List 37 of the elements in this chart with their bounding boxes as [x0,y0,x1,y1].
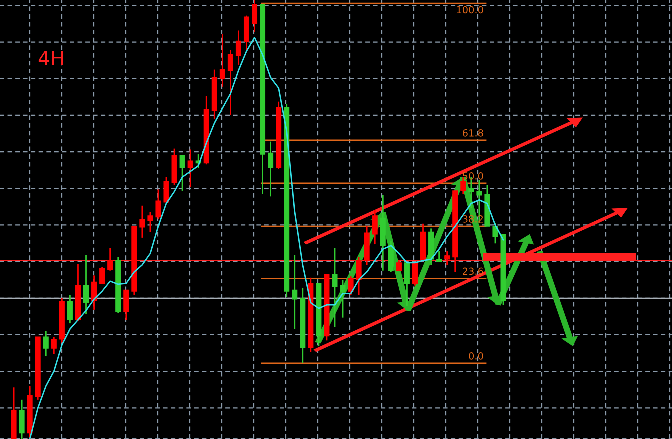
candlestick [67,294,73,324]
candlestick [228,50,234,116]
candlestick [51,336,57,355]
candlestick [396,260,402,272]
candlestick [164,176,170,204]
candlestick [356,256,362,296]
candlestick [148,212,154,233]
annotation: 0.0 [469,352,484,360]
candlestick [108,247,114,272]
candlestick [372,210,378,246]
annotation: 100.0 [457,6,484,14]
candlestick [92,274,98,311]
candlestick [404,262,410,308]
candlestick [292,254,298,330]
candlestick [340,279,346,319]
candlestick [412,262,418,286]
candlestick [236,30,242,66]
candlestick [444,250,450,266]
annotation: 23.6 [463,268,484,276]
annotation: 50.0 [463,172,484,180]
candlestick [348,276,354,296]
candlestick [180,154,186,192]
candlestick [84,254,90,316]
candlestick [252,0,258,33]
annotation: 4H [38,51,64,66]
candlestick [140,205,146,239]
candlestick [100,266,106,286]
candlestick [492,222,498,244]
candlestick [19,399,25,439]
candlestick [436,250,442,262]
candlestick [332,247,338,328]
candlestick [188,149,194,188]
candlestick [124,289,130,321]
candlestick [156,188,162,220]
candlestick [220,34,226,88]
candlestick [268,141,274,198]
candlestick [43,330,49,358]
